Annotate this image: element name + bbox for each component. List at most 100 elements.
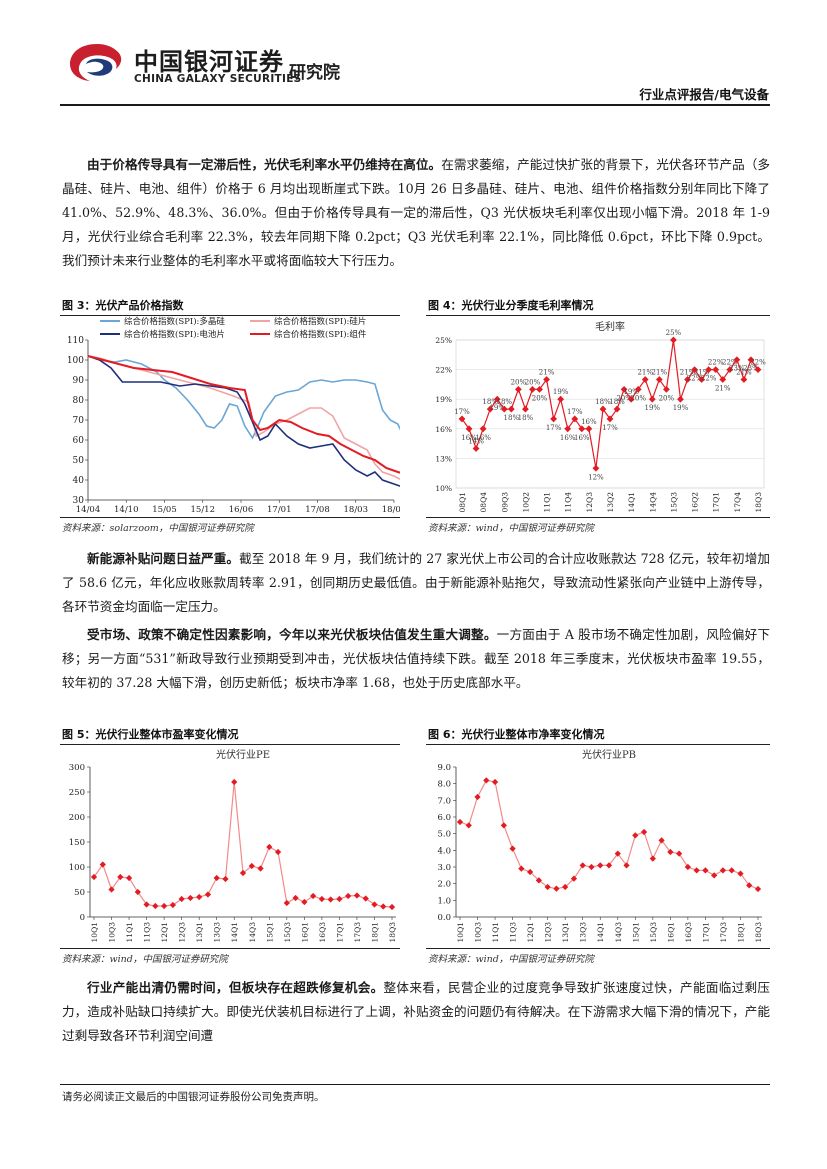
fig6-data-point (693, 867, 700, 874)
galaxy-logo (70, 44, 122, 81)
fig4-chart-title: 毛利率 (595, 320, 625, 333)
fig4-data-label: 17% (602, 424, 618, 432)
fig5-x-tick-label: 15Q3 (283, 922, 292, 943)
fig5-x-tick-label: 18Q1 (370, 922, 379, 942)
fig5-x-tick-label: 10Q3 (108, 922, 117, 943)
fig4-data-point (550, 415, 558, 423)
fig6-x-tick-label: 14Q1 (596, 922, 605, 942)
fig5-x-tick-label: 15Q1 (265, 922, 274, 942)
fig4-data-label: 14% (468, 438, 484, 446)
fig6-y-tick-label: 2.0 (437, 880, 451, 890)
fig5-data-point (380, 903, 387, 910)
fig6-data-point (553, 885, 560, 892)
footer-disclaimer: 请务必阅读正文最后的中国银河证券股份公司免责声明。 (62, 1091, 325, 1103)
fig3-series-line (87, 355, 400, 440)
fig6-y-tick-label: 9.0 (437, 763, 451, 773)
fig4-data-label: 20% (659, 394, 675, 402)
fig4-data-label: 19% (623, 388, 639, 396)
fig4-y-tick-label: 13% (435, 454, 452, 463)
fig6-y-tick-label: 6.0 (437, 813, 451, 823)
fig6-data-point (597, 862, 604, 869)
fig3-legend-label: 综合价格指数(SPI):组件 (274, 329, 367, 340)
fig4-data-label: 21% (715, 384, 731, 392)
fig6-x-tick-label: 13Q1 (561, 922, 570, 942)
fig4-data-point (585, 425, 593, 433)
fig3-y-tick-label: 100 (67, 356, 84, 366)
fig4-data-point (670, 336, 677, 344)
fig4-data-point (514, 385, 522, 393)
fig4-bottom-rule (426, 517, 770, 518)
fig4-data-label: 17% (454, 408, 470, 416)
fig3-y-tick-label: 90 (73, 376, 85, 386)
fig4-data-label: 23% (729, 365, 745, 373)
fig4-data-label: 20% (532, 394, 548, 402)
fig6-y-tick-label: 4.0 (437, 846, 451, 856)
brand-name-en: CHINA GALAXY SECURITIES (134, 73, 302, 85)
paragraph-valuation: 受市场、政策不确定性因素影响，今年以来光伏板块估值发生重大调整。一方面由于 A … (62, 623, 770, 695)
fig3-x-tick-label: 18/03 (344, 505, 369, 514)
fig3-x-tick-label: 17/08 (305, 505, 330, 514)
fig6-data-point (649, 855, 656, 862)
footer-rule (60, 1084, 770, 1085)
fig6-x-tick-label: 13Q3 (579, 922, 588, 943)
paragraph-body: 截至 2018 年 9 月，我们统计的 27 家光伏上市公司的合计应收账款达 7… (62, 551, 770, 614)
fig4-data-point (705, 366, 713, 373)
fig6-y-tick-label: 5.0 (437, 830, 451, 840)
fig6-data-point (632, 832, 639, 839)
fig4-data-label: 21% (539, 368, 555, 376)
paragraph-lead: 行业产能出清仍需时间，但板块存在超跌修复机会。 (87, 980, 384, 995)
fig4-x-tick-label: 08Q1 (458, 492, 467, 512)
fig4-data-label: 18% (504, 414, 520, 422)
fig4-x-tick-label: 16Q2 (691, 492, 700, 513)
fig4-source: 资料来源：wind，中国银河证券研究院 (428, 523, 594, 534)
fig5-y-tick-label: 50 (74, 888, 85, 898)
fig4-y-tick-label: 19% (435, 395, 452, 404)
fig4-data-label: 21% (694, 368, 710, 376)
fig4-data-label: 18% (482, 398, 498, 406)
fig4-data-label: 12% (588, 473, 604, 481)
fig5-x-tick-label: 16Q3 (318, 922, 327, 943)
fig4-data-point (592, 464, 600, 472)
fig5-data-point (196, 893, 203, 901)
fig6-x-tick-label: 15Q1 (631, 922, 640, 942)
fig5-x-tick-label: 10Q1 (90, 922, 99, 942)
fig3-x-tick-label: 18/09 (382, 505, 400, 514)
fig5-x-tick-label: 12Q3 (178, 922, 187, 943)
institute-label: 研究院 (289, 63, 340, 83)
fig5-data-point (274, 848, 282, 856)
fig3-series-line (87, 355, 400, 474)
fig6-data-point (711, 872, 718, 879)
fig5-data-point (125, 874, 133, 882)
fig6-title-rule (426, 744, 770, 745)
fig5-data-point (204, 891, 212, 898)
fig4-data-label: 21% (652, 368, 668, 376)
fig6-x-tick-label: 12Q1 (526, 922, 535, 942)
fig5-title: 图 5：光伏行业整体市盈率变化情况 (62, 728, 239, 741)
fig5-data-point (266, 843, 273, 851)
fig6-data-point (588, 863, 595, 871)
fig6-x-tick-label: 18Q3 (754, 922, 763, 943)
fig4-data-label: 25% (666, 329, 682, 337)
fig4-title-rule (426, 315, 770, 316)
fig4-x-tick-label: 13Q2 (606, 492, 615, 513)
fig3-y-tick-label: 70 (73, 416, 85, 426)
fig4-data-point (522, 405, 529, 413)
fig5-y-tick-label: 250 (69, 788, 85, 798)
fig5-data-point (345, 892, 352, 900)
fig6-y-tick-label: 0.0 (437, 913, 451, 923)
fig3-y-tick-label: 60 (73, 436, 85, 446)
fig3-title: 图 3：光伏产品价格指数 (62, 299, 184, 312)
fig6-data-point (500, 822, 507, 829)
fig4-data-label: 21% (637, 368, 653, 376)
paragraph-lead: 受市场、政策不确定性因素影响，今年以来光伏板块估值发生重大调整。 (87, 627, 497, 642)
fig5-data-point (257, 865, 264, 872)
fig4-data-label: 18% (609, 398, 625, 406)
fig5-y-tick-label: 100 (69, 863, 85, 873)
fig5-x-tick-label: 12Q1 (160, 922, 169, 942)
fig5-data-point (318, 895, 325, 903)
fig4-y-tick-label: 16% (435, 425, 452, 434)
fig5-chart: 光伏行业PE 0 50 100 150 200 250 300 10Q1 10Q3 11Q1 11Q3… (69, 748, 397, 943)
fig4-data-label: 16% (475, 434, 491, 442)
fig3-x-tick-label: 14/04 (76, 505, 101, 514)
paragraph-capacity: 行业产能出清仍需时间，但板块存在超跌修复机会。整体来看，民营企业的过度竞争导致扩… (62, 976, 770, 1048)
